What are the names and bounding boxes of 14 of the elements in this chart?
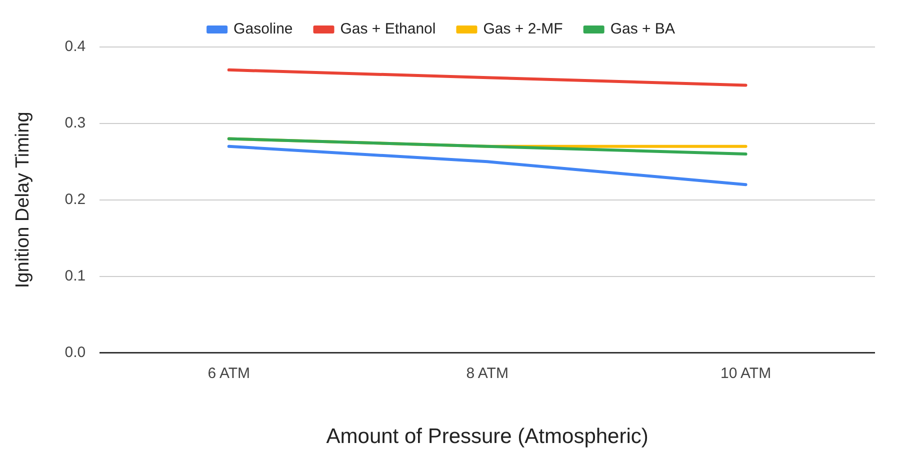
- y-tick-label: 0.4: [64, 38, 86, 56]
- legend-label: Gas + BA: [610, 20, 675, 38]
- y-tick-label: 0.0: [64, 344, 86, 361]
- x-tick-label: 6 ATM: [208, 364, 250, 382]
- x-tick-label: 8 ATM: [466, 364, 508, 382]
- x-tick-label: 10 ATM: [720, 364, 772, 382]
- legend-label: Gas + Ethanol: [340, 20, 436, 38]
- y-tick-label: 0.2: [64, 191, 86, 208]
- y-tick-label: 0.3: [64, 114, 86, 132]
- legend-label: Gas + 2-MF: [483, 20, 563, 38]
- y-axis-title: Ignition Delay Timing: [12, 112, 34, 288]
- legend-label: Gasoline: [234, 20, 293, 38]
- y-tick-label: 0.1: [64, 267, 86, 284]
- x-axis-title: Amount of Pressure (Atmospheric): [326, 425, 648, 448]
